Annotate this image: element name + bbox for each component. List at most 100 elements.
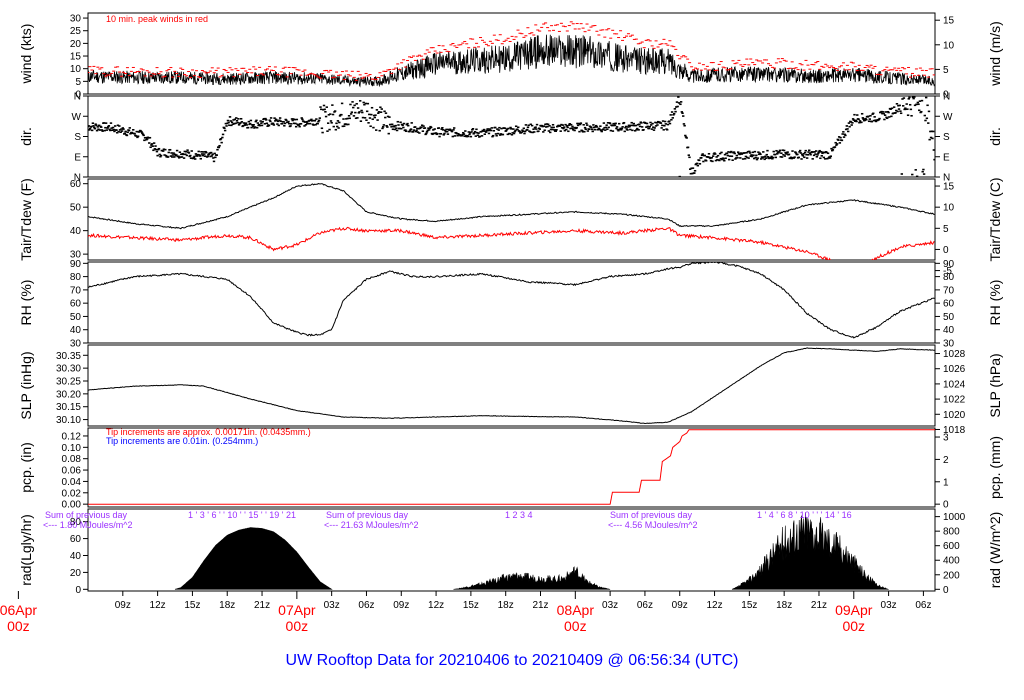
temp-left-tick-label: 50 — [70, 203, 82, 214]
rh-right-tick-label: 80 — [943, 272, 955, 283]
wind-right-tick-label: 5 — [943, 65, 949, 76]
rh-left-tick-label: 50 — [70, 312, 82, 323]
pcp-data — [88, 429, 935, 505]
rh-right-tick-label: 50 — [943, 312, 955, 323]
temp-right-tick-label: 15 — [943, 182, 955, 193]
dir-right-tick-label: E — [943, 152, 950, 163]
rh-frame — [87, 261, 936, 344]
rh-data — [88, 262, 935, 339]
radiation-hour-marks: 1 ' 4 ' 6 8 ' 10 ' ' ' 14 ' 16 — [757, 510, 852, 520]
rad-right-tick-label: 0 — [943, 585, 949, 596]
day-label-hour: 00z — [286, 618, 309, 634]
rh-right-tick-label: 40 — [943, 325, 955, 336]
wind-right-tick-label: 0 — [943, 90, 949, 101]
rh-left-tick-label: 70 — [70, 285, 82, 296]
time-axis: 09z 12z 15z 18z 21z 03z 06z 09z 12z 15z 18z 21z 03z 0… — [0, 591, 931, 634]
dir-left-tick-label: E — [74, 152, 81, 163]
slp-left-tick-label: 30.10 — [56, 415, 81, 426]
dir-right-tick-label: N — [943, 92, 950, 103]
wind-speed-line — [88, 34, 935, 88]
time-tick-label: 09z — [393, 600, 409, 611]
rad-right-tick-label: 400 — [943, 556, 960, 567]
radiation-area — [731, 512, 889, 590]
day-label-hour: 00z — [564, 618, 587, 634]
rad-left-tick-label: 40 — [70, 551, 82, 562]
time-tick-label: 03z — [881, 600, 897, 611]
rad-left-tick-label: 0 — [75, 585, 81, 596]
rh-right-tick-label: 70 — [943, 285, 955, 296]
slp-right-tick-label: 1026 — [943, 364, 966, 375]
wind-left-tick-label: 10 — [70, 64, 82, 75]
time-tick-label: 06z — [637, 600, 653, 611]
rad-left-tick-label: 20 — [70, 568, 82, 579]
dir-right-tick-label: W — [943, 112, 953, 123]
slp-frame — [87, 344, 936, 427]
time-tick-label: 12z — [428, 600, 444, 611]
pcp-left-tick-label: 0.04 — [62, 477, 82, 488]
radiation-sum-value: <--- 4.56 MJoules/m^2 — [608, 520, 698, 530]
rad-right-tick-label: 1000 — [943, 512, 966, 523]
radiation-sum-note: Sum of previous day — [45, 510, 128, 520]
wind-note: 10 min. peak winds in red — [106, 14, 208, 24]
time-tick-label: 06z — [358, 600, 374, 611]
temp-right-tick-label: 10 — [943, 203, 955, 214]
temp-data — [88, 183, 935, 260]
wind-left-tick-label: 0 — [75, 90, 81, 101]
wind-right-axis-label: wind (m/s) — [987, 21, 1003, 87]
day-label-hour: 00z — [842, 618, 865, 634]
rh-right-tick-label: 90 — [943, 259, 955, 270]
temp-left-tick-label: 30 — [70, 250, 82, 261]
radiation-area — [174, 527, 333, 590]
panel-pcp: 0.000.020.040.060.080.100.12 0 1 2 3 pcp. (in… — [18, 427, 1003, 511]
temp-right-tick-label: 0 — [943, 245, 949, 256]
pcp-note-small-tip: Tip increments are approx. 0.00171in. (0… — [106, 427, 311, 437]
pcp-left-tick-label: 0.10 — [62, 443, 82, 454]
wind-left-tick-label: 30 — [70, 14, 82, 25]
dir-data — [88, 96, 935, 177]
pcp-note-large-tip: Tip increments are 0.01in. (0.254mm.) — [106, 436, 258, 446]
time-tick-label: 03z — [602, 600, 618, 611]
pcp-left-tick-label: 0.12 — [62, 431, 82, 442]
slp-line-series — [88, 347, 935, 425]
temp-right-axis-label: Tair/Tdew (C) — [987, 177, 1003, 261]
pcp-right-tick-label: 1 — [943, 477, 949, 488]
slp-right-tick-label: 1028 — [943, 349, 966, 360]
slp-data — [88, 347, 935, 425]
radiation-sum-value: <--- 1.80 MJoules/m^2 — [43, 520, 133, 530]
slp-left-tick-label: 30.30 — [56, 364, 81, 375]
rh-line-series — [88, 262, 935, 339]
dir-left-axis-label: dir. — [18, 127, 34, 146]
rh-right-tick-label: 30 — [943, 339, 955, 350]
slp-right-tick-label: 1018 — [943, 425, 966, 436]
panel-temp: 30 40 50 60 -5 0 5 10 15 Tair/Tdew (F) Tair/Tdew (… — [18, 177, 1003, 277]
temp-left-axis-label: Tair/Tdew (F) — [18, 178, 34, 260]
time-tick-label: 12z — [150, 600, 166, 611]
temp-frame — [87, 178, 936, 261]
time-tick-label: 03z — [324, 600, 340, 611]
pcp-right-axis-label: pcp. (mm) — [987, 436, 1003, 499]
day-label: 09Apr — [835, 602, 873, 618]
rh-left-axis-label: RH (%) — [18, 280, 34, 326]
rad-right-axis-label: rad (W/m^2) — [987, 512, 1003, 589]
rad-left-tick-label: 60 — [70, 534, 82, 545]
rad-right-tick-label: 800 — [943, 527, 960, 538]
radiation-sum-value: <--- 21.63 MJoules/m^2 — [324, 520, 419, 530]
pcp-left-tick-label: 0.08 — [62, 454, 82, 465]
wind-left-tick-label: 15 — [70, 52, 82, 63]
pcp-left-axis-label: pcp. (in) — [18, 442, 34, 493]
rh-right-tick-label: 60 — [943, 299, 955, 310]
dir-left-tick-label: W — [72, 112, 82, 123]
temp-line-tdew — [88, 226, 935, 260]
slp-right-tick-label: 1024 — [943, 379, 966, 390]
dir-right-tick-label: N — [943, 173, 950, 184]
panel-rh: 30 40 50 60 70 80 90 30 40 50 60 70 80 90 RH (%) RH (%) — [18, 259, 1003, 350]
temp-left-tick-label: 60 — [70, 179, 82, 190]
pcp-left-tick-label: 0.00 — [62, 500, 82, 511]
time-tick-label: 18z — [776, 600, 792, 611]
pcp-right-tick-label: 3 — [943, 433, 949, 444]
time-tick-label: 15z — [184, 600, 200, 611]
rad-right-tick-label: 600 — [943, 541, 960, 552]
